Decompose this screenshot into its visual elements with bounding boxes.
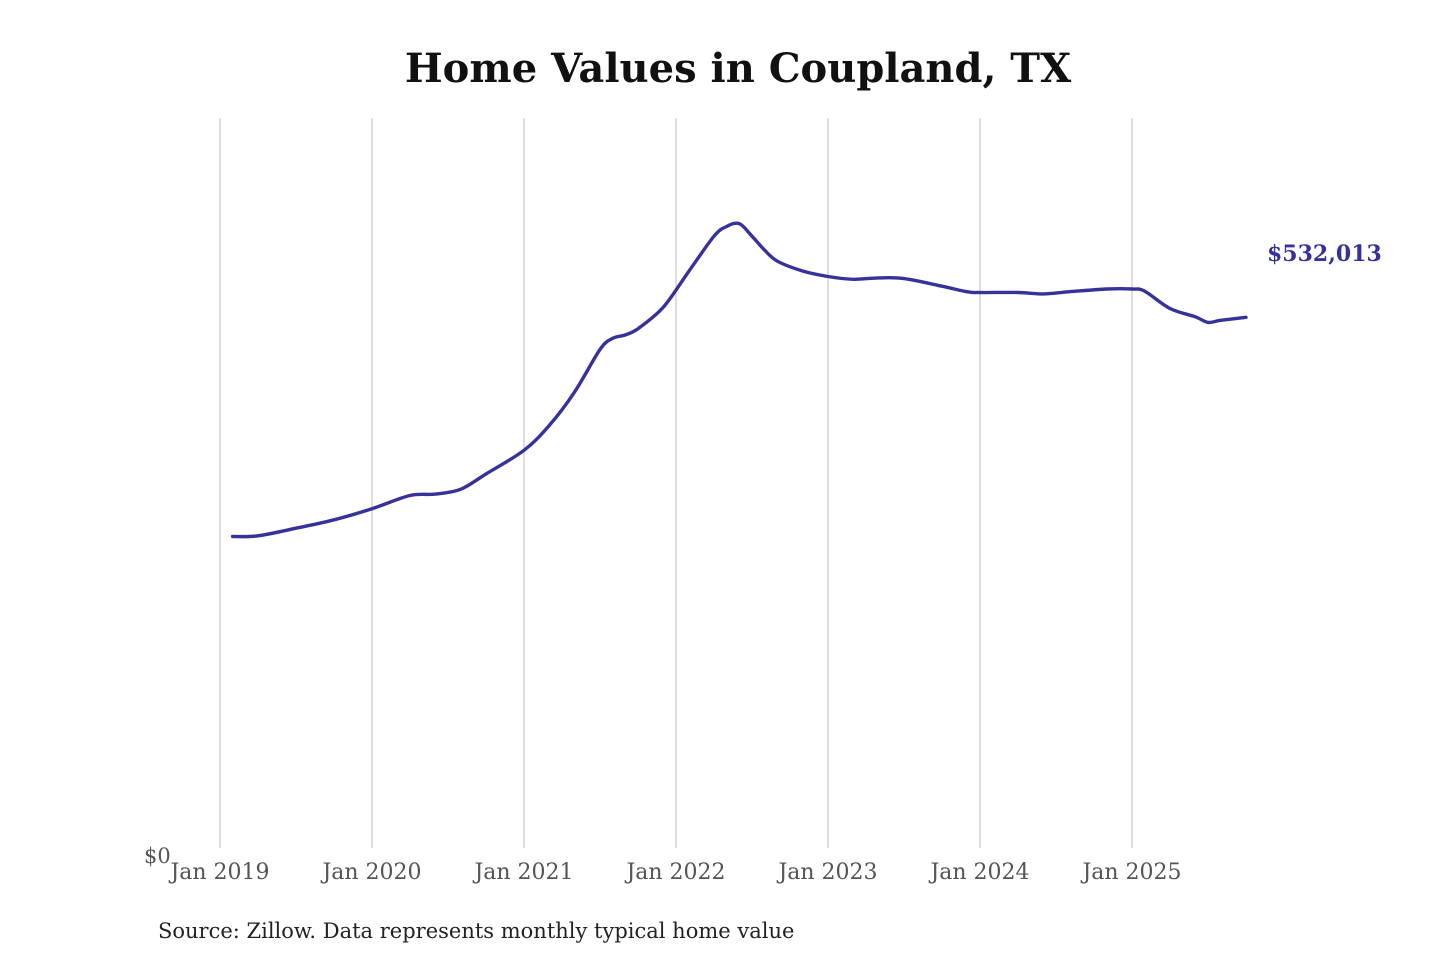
series-layer	[230, 221, 1248, 539]
x-tick-label-2024: Jan 2024	[928, 860, 1029, 885]
x-tick-label-2023: Jan 2023	[776, 860, 877, 885]
source-note: Source: Zillow. Data represents monthly …	[158, 919, 794, 943]
chart-title: Home Values in Coupland, TX	[405, 45, 1071, 92]
gridlines	[219, 118, 1133, 848]
x-tick-label-2022: Jan 2022	[624, 860, 725, 885]
y-tick-label-zero: $0	[144, 844, 171, 868]
x-tick-label-2020: Jan 2020	[320, 860, 421, 885]
x-axis: Jan 2019 Jan 2020 Jan 2021 Jan 2022 Jan 2023…	[168, 860, 1181, 885]
end-value-label: $532,013	[1267, 241, 1382, 267]
x-tick-label-2025: Jan 2025	[1080, 860, 1181, 885]
x-tick-label-2021: Jan 2021	[472, 860, 573, 885]
series-line-home-value	[230, 221, 1248, 539]
x-tick-label-2019: Jan 2019	[168, 860, 269, 885]
